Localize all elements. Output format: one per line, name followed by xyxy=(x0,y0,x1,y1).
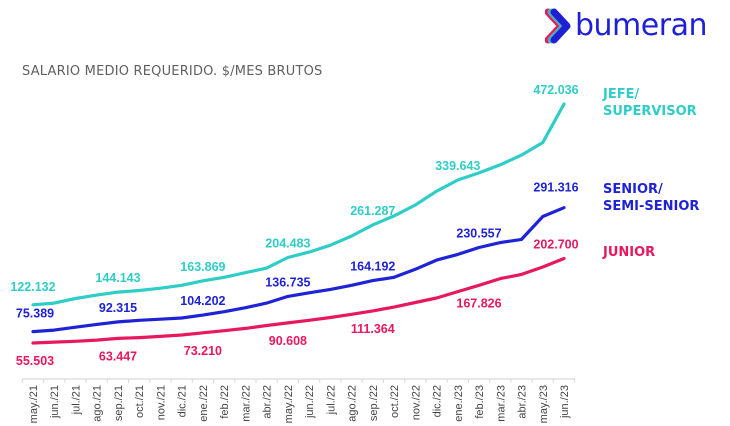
legend-senior-line-2: SEMI-SENIOR xyxy=(603,199,700,214)
data-label: 122.132 xyxy=(10,280,55,294)
legend-senior-line-1: SENIOR/ xyxy=(603,182,663,197)
x-tick-label: may./22 xyxy=(283,385,295,423)
data-label: 75.389 xyxy=(16,307,54,321)
data-label: 204.483 xyxy=(265,237,310,251)
data-label: 73.210 xyxy=(184,344,222,358)
x-tick-label: jun./23 xyxy=(559,385,571,419)
x-tick-label: sep./21 xyxy=(113,385,125,421)
x-tick-label: dic./22 xyxy=(432,385,444,417)
data-label: 136.735 xyxy=(265,275,310,289)
legend-junior: JUNIOR xyxy=(603,244,655,261)
x-tick-label: ago./21 xyxy=(92,385,104,422)
data-label: 111.364 xyxy=(351,322,395,336)
series-lines xyxy=(31,102,566,345)
data-label: 55.503 xyxy=(16,354,54,368)
x-tick-label: oct./21 xyxy=(134,385,146,418)
x-tick-label: ago./22 xyxy=(347,385,359,422)
x-tick-label: oct./22 xyxy=(389,385,401,418)
bumeran-logo: bumeran xyxy=(545,8,707,44)
legend-junior-line-1: JUNIOR xyxy=(603,245,656,260)
data-label: 230.557 xyxy=(456,227,501,241)
data-label: 163.869 xyxy=(180,260,225,274)
boomerang-chevron-icon xyxy=(545,8,571,44)
x-tick-label: sep./22 xyxy=(368,385,380,421)
x-tick-label: ene./23 xyxy=(453,385,465,422)
data-label: 104.202 xyxy=(180,294,225,308)
data-label: 92.315 xyxy=(99,301,137,315)
data-label: 164.192 xyxy=(350,260,395,274)
data-label: 339.643 xyxy=(435,159,480,173)
series-line-senior-semi-senior xyxy=(31,206,566,334)
series-line-junior xyxy=(31,256,566,345)
x-tick-label: jul./21 xyxy=(70,385,82,415)
legend-jefe-line-1: JEFE/ xyxy=(603,87,640,102)
data-label: 202.700 xyxy=(533,238,578,252)
legend-senior-semi-senior: SENIOR/ SEMI-SENIOR xyxy=(603,181,699,215)
data-label: 90.608 xyxy=(269,334,307,348)
x-tick-label: feb./22 xyxy=(219,385,231,419)
x-tick-label: feb./23 xyxy=(474,385,486,419)
data-label: 291.316 xyxy=(533,181,578,195)
x-tick-label: mar./23 xyxy=(495,385,507,422)
x-tick-label: dic./21 xyxy=(177,385,189,417)
legend-jefe-supervisor: JEFE/ SUPERVISOR xyxy=(603,86,697,120)
x-tick-label: jul./22 xyxy=(325,385,337,415)
brand-name: bumeran xyxy=(575,8,707,43)
x-tick-label: ene./22 xyxy=(198,385,210,422)
data-label: 63.447 xyxy=(99,349,137,363)
legend-jefe-line-2: SUPERVISOR xyxy=(603,104,697,119)
x-axis: may./21 jun./21 jul./21 ago./21 sep./21 oct./… xyxy=(21,378,576,423)
x-tick-label: jun./22 xyxy=(304,385,316,419)
x-tick-label: nov./22 xyxy=(410,385,422,420)
data-label: 144.143 xyxy=(95,271,140,285)
series-line-jefe-supervisor xyxy=(31,102,566,307)
x-tick-label: may./23 xyxy=(538,385,550,423)
data-label: 472.036 xyxy=(533,83,578,97)
x-tick-label: abr./22 xyxy=(262,385,274,419)
x-tick-label: may./21 xyxy=(28,385,40,423)
x-tick-label: jun./21 xyxy=(49,385,61,419)
data-label: 261.287 xyxy=(350,204,395,218)
chart-title: SALARIO MEDIO REQUERIDO. $/MES BRUTOS xyxy=(22,64,323,79)
x-tick-label: nov./21 xyxy=(155,385,167,420)
x-tick-label: abr./23 xyxy=(517,385,529,419)
data-label: 167.826 xyxy=(456,296,501,310)
x-tick-label: mar./22 xyxy=(240,385,252,422)
data-labels: 122.132 144.143 163.869 204.483 261.287 339.6… xyxy=(10,83,578,368)
